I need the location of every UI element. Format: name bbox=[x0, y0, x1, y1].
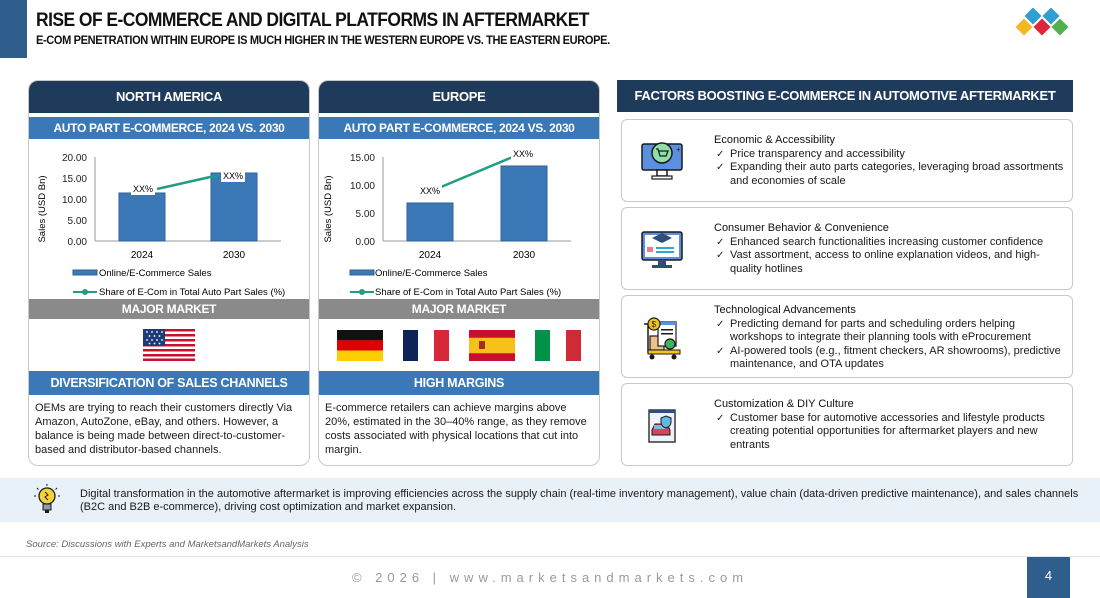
na-chart-title: AUTO PART E-COMMERCE, 2024 VS. 2030 bbox=[29, 117, 309, 139]
factor-bullet: Predicting demand for parts and scheduli… bbox=[714, 318, 1066, 345]
na-x-label: 2024 bbox=[131, 250, 154, 261]
eu-flags bbox=[319, 319, 599, 371]
factor-title: Customization & DIY Culture bbox=[714, 398, 854, 410]
procurement-trolley-icon: $ bbox=[644, 317, 681, 360]
online-learning-icon bbox=[641, 231, 683, 268]
na-ytick: 15.00 bbox=[62, 174, 87, 185]
na-point-label: XX% bbox=[133, 184, 153, 194]
spain-flag-icon bbox=[469, 329, 515, 361]
na-ytick: 10.00 bbox=[62, 195, 87, 206]
na-bar-2024 bbox=[118, 192, 166, 242]
na-y-axis-label: Sales (USD Bn) bbox=[37, 175, 48, 242]
eu-point-label: XX% bbox=[513, 149, 533, 159]
page-subtitle: E-COM PENETRATION WITHIN EUROPE IS MUCH … bbox=[36, 33, 610, 47]
europe-panel: EUROPE AUTO PART E-COMMERCE, 2024 VS. 20… bbox=[318, 80, 600, 466]
eu-bar-2024 bbox=[406, 202, 454, 242]
eu-ytick: 0.00 bbox=[356, 237, 376, 248]
factor-card-technology: $ Technological Advancements Predicting … bbox=[621, 295, 1073, 378]
svg-text:$: $ bbox=[652, 320, 657, 329]
eu-legend-bar: Online/E-Commerce Sales bbox=[375, 268, 488, 279]
na-bar-2030 bbox=[210, 172, 258, 242]
factor-bullet: Enhanced search functionalities increasi… bbox=[714, 236, 1066, 250]
na-ytick: 5.00 bbox=[68, 216, 88, 227]
footer-copyright[interactable]: © 2026 | www.marketsandmarkets.com bbox=[351, 570, 749, 585]
eu-major-market-label: MAJOR MARKET bbox=[319, 299, 599, 319]
page-number: 4 bbox=[1027, 557, 1070, 598]
eu-legend-line: Share of E-Com in Total Auto Part Sales … bbox=[375, 287, 561, 298]
insight-text: Digital transformation in the automotive… bbox=[80, 488, 1079, 513]
eu-ytick: 15.00 bbox=[350, 153, 375, 164]
eu-section-title: HIGH MARGINS bbox=[319, 371, 599, 395]
factor-bullet: AI-powered tools (e.g., fitment checkers… bbox=[714, 345, 1066, 372]
insight-banner: Digital transformation in the automotive… bbox=[0, 478, 1100, 522]
na-major-market-label: MAJOR MARKET bbox=[29, 299, 309, 319]
factor-bullet: Price transparency and accessibility bbox=[714, 148, 1066, 162]
factors-heading: FACTORS BOOSTING E-COMMERCE IN AUTOMOTIV… bbox=[617, 80, 1073, 112]
source-note: Source: Discussions with Experts and Mar… bbox=[26, 539, 309, 550]
na-legend-bar: Online/E-Commerce Sales bbox=[99, 268, 212, 279]
north-america-panel: NORTH AMERICA AUTO PART E-COMMERCE, 2024… bbox=[28, 80, 310, 466]
factor-title: Technological Advancements bbox=[714, 304, 856, 316]
legend-bar-swatch bbox=[349, 269, 375, 276]
europe-heading: EUROPE bbox=[319, 81, 599, 113]
legend-bar-swatch bbox=[72, 269, 98, 276]
na-legend-line: Share of E-Com in Total Auto Part Sales … bbox=[99, 287, 285, 298]
na-section-text: OEMs are trying to reach their customers… bbox=[35, 402, 293, 456]
na-section-title: DIVERSIFICATION OF SALES CHANNELS bbox=[29, 371, 309, 395]
computer-cart-icon: + bbox=[641, 142, 683, 180]
car-shield-icon bbox=[648, 409, 676, 443]
factor-bullet: Expanding their auto parts categories, l… bbox=[714, 161, 1066, 188]
factor-title: Consumer Behavior & Convenience bbox=[714, 222, 889, 234]
eu-point-label: XX% bbox=[420, 186, 440, 196]
germany-flag-icon bbox=[337, 329, 383, 361]
lightbulb-icon bbox=[34, 484, 60, 513]
na-ytick: 0.00 bbox=[68, 237, 88, 248]
page-title: RISE OF E-COMMERCE AND DIGITAL PLATFORMS… bbox=[36, 10, 589, 31]
factor-bullet: Customer base for automotive accessories… bbox=[714, 412, 1066, 453]
na-x-label: 2030 bbox=[223, 250, 246, 261]
factor-title: Economic & Accessibility bbox=[714, 134, 836, 146]
na-flags bbox=[29, 319, 309, 371]
footer-divider bbox=[0, 556, 1100, 557]
na-ytick: 20.00 bbox=[62, 153, 87, 164]
eu-y-axis-label: Sales (USD Bn) bbox=[323, 175, 334, 242]
eu-x-label: 2030 bbox=[513, 250, 536, 261]
header-accent-bar bbox=[0, 0, 27, 58]
eu-ytick: 10.00 bbox=[350, 181, 375, 192]
factor-card-economic: + Economic & Accessibility Price transpa… bbox=[621, 119, 1073, 202]
marketsandmarkets-logo-icon bbox=[1015, 8, 1069, 36]
factor-card-customization: Customization & DIY Culture Customer bas… bbox=[621, 383, 1073, 466]
factor-card-consumer: Consumer Behavior & Convenience Enhanced… bbox=[621, 207, 1073, 290]
eu-ytick: 5.00 bbox=[356, 209, 376, 220]
na-share-line bbox=[156, 173, 220, 191]
eu-chart: Sales (USD Bn) 15.00 10.00 5.00 0.00 XX%… bbox=[319, 139, 599, 299]
italy-flag-icon bbox=[535, 329, 581, 361]
eu-share-line bbox=[440, 154, 516, 189]
svg-text:+: + bbox=[676, 145, 681, 154]
na-chart: Sales (USD Bn) 20.00 15.00 10.00 5.00 0.… bbox=[29, 139, 309, 299]
united-states-flag-icon bbox=[143, 329, 195, 361]
france-flag-icon bbox=[403, 329, 449, 361]
eu-bar-2030 bbox=[500, 165, 548, 242]
eu-chart-title: AUTO PART E-COMMERCE, 2024 VS. 2030 bbox=[319, 117, 599, 139]
factor-bullet: Vast assortment, access to online explan… bbox=[714, 249, 1066, 276]
eu-x-label: 2024 bbox=[419, 250, 442, 261]
na-point-label: XX% bbox=[223, 171, 243, 181]
eu-section-text: E-commerce retailers can achieve margins… bbox=[325, 402, 587, 456]
north-america-heading: NORTH AMERICA bbox=[29, 81, 309, 113]
